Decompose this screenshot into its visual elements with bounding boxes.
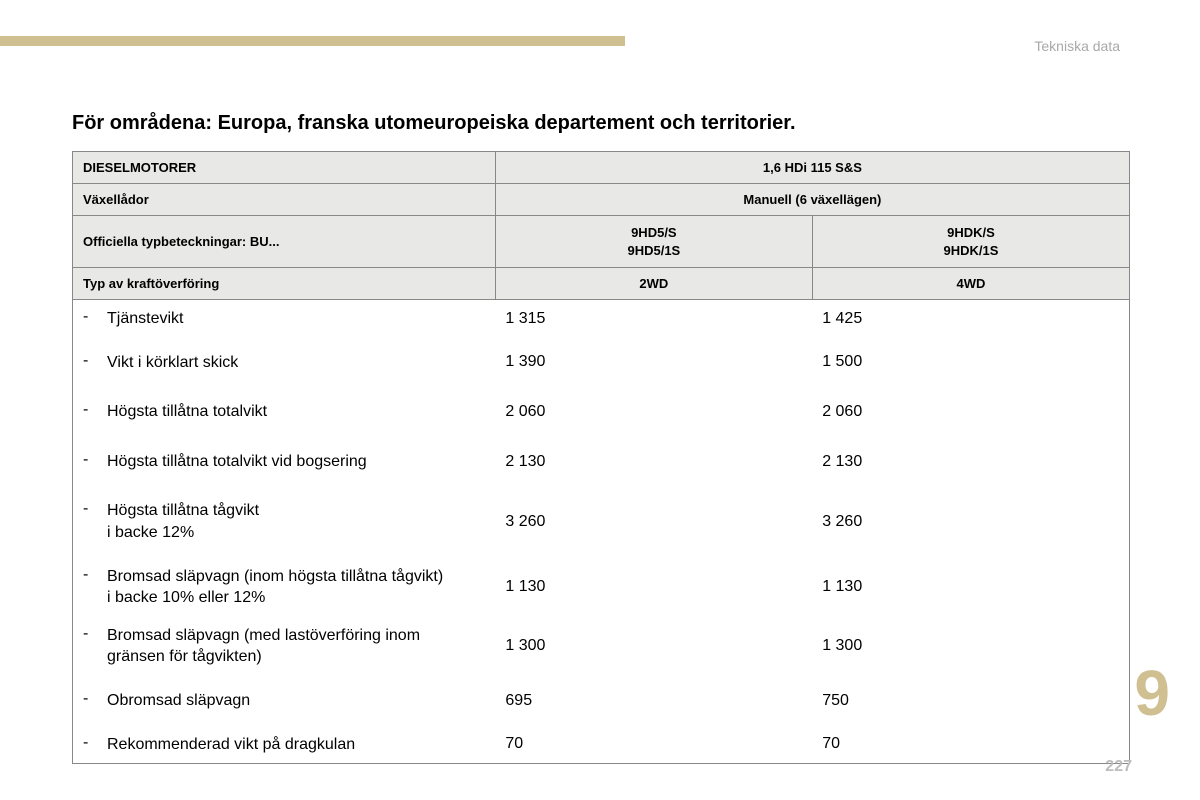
dash-icon: - [83,500,107,518]
row-value-4wd: 1 130 [812,558,1129,617]
row-value-4wd: 2 060 [812,387,1129,437]
row-value-2wd: 695 [495,676,812,726]
hdr-drive-label: Typ av kraftöverföring [73,268,496,300]
row-value-4wd: 70 [812,726,1129,764]
row-label: -Bromsad släpvagn (inom högsta tillåtna … [73,558,495,617]
row-value-2wd: 2 060 [495,387,812,437]
chapter-number: 9 [1134,656,1170,730]
table-row: -Högsta tillåtna tågvikti backe 12%3 260… [73,486,1129,557]
table-row: -Tjänstevikt1 3151 425 [73,300,1129,338]
row-label: -Obromsad släpvagn [73,676,495,726]
row-label-text: Obromsad släpvagn [107,690,485,712]
row-label-text: Högsta tillåtna tågvikti backe 12% [107,500,485,543]
spec-table-body: -Tjänstevikt1 3151 425-Vikt i körklart s… [73,300,1129,763]
row-label-text: Rekommenderad vikt på dragkulan [107,734,485,756]
page-number: 227 [1105,758,1132,776]
row-label: -Vikt i körklart skick [73,338,495,388]
row-label: -Tjänstevikt [73,300,495,338]
row-value-2wd: 1 300 [495,617,812,676]
spec-table-header: DIESELMOTORER 1,6 HDi 115 S&S Växellådor… [72,151,1130,300]
row-label-text: Vikt i körklart skick [107,352,485,374]
hdr-engine-value: 1,6 HDi 115 S&S [495,152,1129,184]
dash-icon: - [83,308,107,326]
table-row: -Högsta tillåtna totalvikt vid bogsering… [73,437,1129,487]
dash-icon: - [83,566,107,584]
row-value-2wd: 1 315 [495,300,812,338]
hdr-type-c1: 9HD5/S9HD5/1S [495,216,812,268]
row-value-2wd: 1 390 [495,338,812,388]
spec-table-body-wrap: -Tjänstevikt1 3151 425-Vikt i körklart s… [72,300,1130,764]
row-value-2wd: 3 260 [495,486,812,557]
hdr-engine-label: DIESELMOTORER [73,152,496,184]
row-label: -Bromsad släpvagn (med lastöverföring in… [73,617,495,676]
row-label-text: Tjänstevikt [107,308,485,330]
row-value-2wd: 2 130 [495,437,812,487]
hdr-gearbox-value: Manuell (6 växellägen) [495,184,1129,216]
dash-icon: - [83,625,107,643]
table-row: -Bromsad släpvagn (med lastöverföring in… [73,617,1129,676]
table-row: -Vikt i körklart skick1 3901 500 [73,338,1129,388]
table-row: -Obromsad släpvagn695750 [73,676,1129,726]
page-title: För områdena: Europa, franska utomeurope… [72,112,1130,135]
row-label-text: Bromsad släpvagn (med lastöverföring ino… [107,625,485,668]
dash-icon: - [83,352,107,370]
hdr-drive-c1: 2WD [495,268,812,300]
row-value-2wd: 70 [495,726,812,764]
row-value-4wd: 3 260 [812,486,1129,557]
row-value-4wd: 1 425 [812,300,1129,338]
table-row: -Rekommenderad vikt på dragkulan7070 [73,726,1129,764]
row-value-4wd: 2 130 [812,437,1129,487]
row-label-text: Högsta tillåtna totalvikt [107,401,485,423]
content-area: För områdena: Europa, franska utomeurope… [72,112,1130,764]
row-value-2wd: 1 130 [495,558,812,617]
dash-icon: - [83,734,107,752]
row-value-4wd: 1 300 [812,617,1129,676]
accent-bar [0,36,625,46]
hdr-type-c2: 9HDK/S9HDK/1S [812,216,1129,268]
dash-icon: - [83,451,107,469]
hdr-type-label: Officiella typbeteckningar: BU... [73,216,496,268]
row-label-text: Högsta tillåtna totalvikt vid bogsering [107,451,485,473]
row-label: -Högsta tillåtna totalvikt [73,387,495,437]
table-row: -Bromsad släpvagn (inom högsta tillåtna … [73,558,1129,617]
row-value-4wd: 750 [812,676,1129,726]
hdr-drive-c2: 4WD [812,268,1129,300]
row-label: -Högsta tillåtna totalvikt vid bogsering [73,437,495,487]
hdr-gearbox-label: Växellådor [73,184,496,216]
row-value-4wd: 1 500 [812,338,1129,388]
dash-icon: - [83,401,107,419]
row-label: -Högsta tillåtna tågvikti backe 12% [73,486,495,557]
row-label: -Rekommenderad vikt på dragkulan [73,726,495,764]
section-label: Tekniska data [1034,38,1120,54]
row-label-text: Bromsad släpvagn (inom högsta tillåtna t… [107,566,485,609]
table-row: -Högsta tillåtna totalvikt2 0602 060 [73,387,1129,437]
dash-icon: - [83,690,107,708]
